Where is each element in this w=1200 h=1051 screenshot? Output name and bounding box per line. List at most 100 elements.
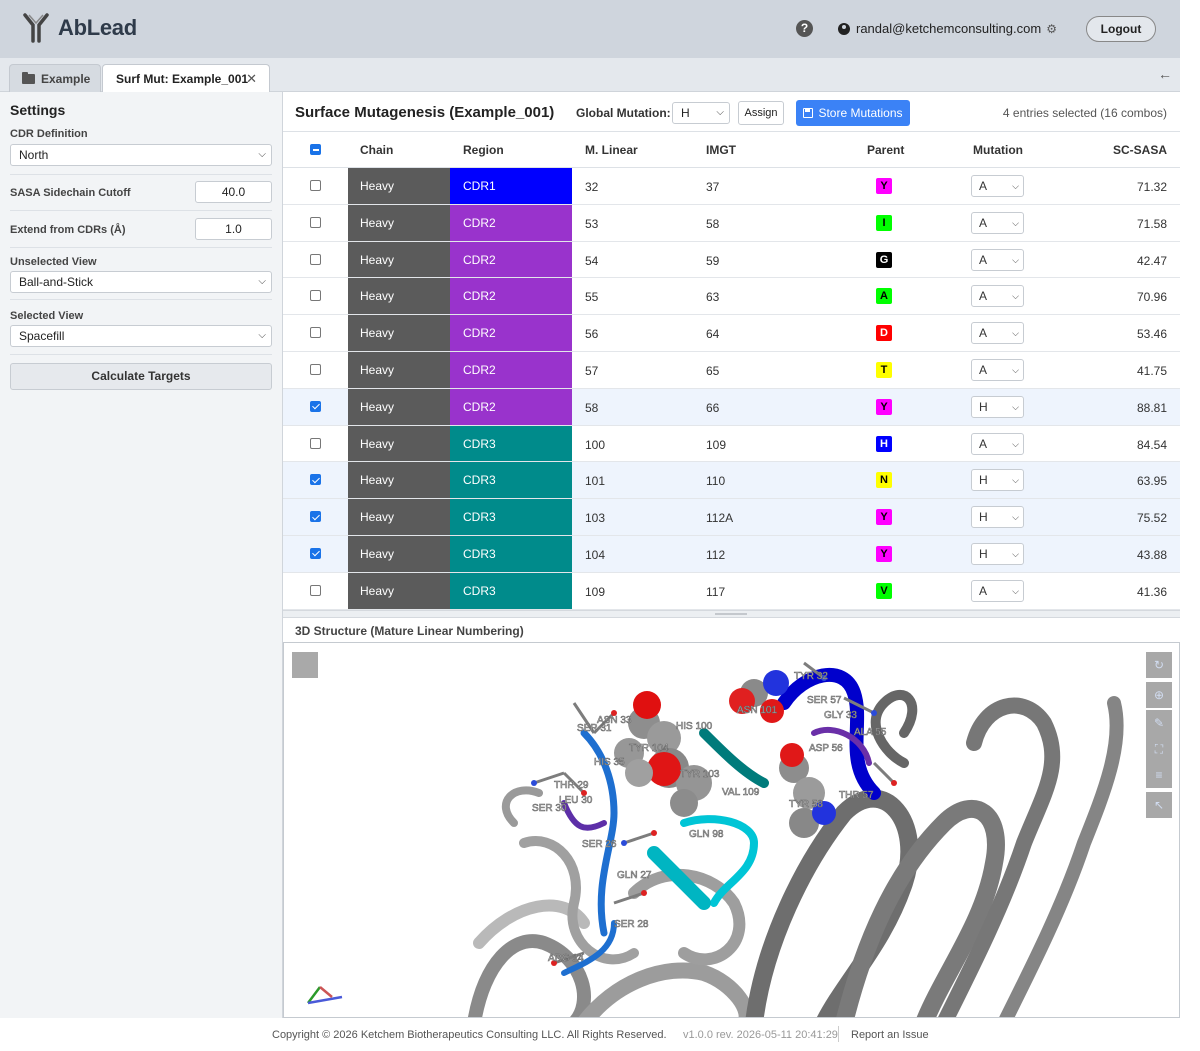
residue-label: TYR 104	[629, 743, 669, 754]
row-checkbox[interactable]	[310, 474, 321, 486]
region-cell: CDR3	[450, 572, 572, 609]
grip-handle[interactable]	[715, 613, 747, 615]
table-row[interactable]: Heavy CDR3 109 117 V A ⌵ 41.36	[283, 572, 1180, 610]
tab-example[interactable]: Example	[9, 64, 101, 92]
mutation-select[interactable]: A ⌵	[971, 175, 1024, 197]
row-checkbox[interactable]	[310, 437, 321, 449]
linear-cell: 101	[585, 474, 606, 489]
chain-cell: Heavy	[348, 278, 450, 315]
region-cell: CDR3	[450, 462, 572, 499]
store-mutations-button[interactable]: Store Mutations	[796, 100, 910, 126]
molecule-render[interactable]: SER 31 ASN 33 TYR 104 HIS 100 ASN 101 TY…	[284, 643, 1180, 1018]
table-row[interactable]: Heavy CDR3 101 110 N H ⌵ 63.95	[283, 462, 1180, 500]
mutation-select[interactable]: A ⌵	[971, 322, 1024, 345]
residue-label: THR 57	[839, 790, 874, 801]
row-checkbox[interactable]	[310, 547, 321, 559]
row-checkbox[interactable]	[310, 253, 321, 265]
table-row[interactable]: Heavy CDR2 57 65 T A ⌵ 41.75	[283, 351, 1180, 389]
header-chain[interactable]: Chain	[360, 143, 394, 157]
table-row[interactable]: Heavy CDR3 103 112A Y H ⌵ 75.52	[283, 499, 1180, 536]
mutation-select[interactable]: A ⌵	[971, 285, 1024, 308]
header-imgt[interactable]: IMGT	[706, 143, 736, 157]
divider	[10, 247, 272, 248]
row-checkbox[interactable]	[310, 327, 321, 339]
header-sasa[interactable]: SC-SASA	[1112, 143, 1167, 157]
table-row[interactable]: Heavy CDR2 53 58 I A ⌵ 71.58	[283, 204, 1180, 242]
app-logo[interactable]: AbLead	[22, 13, 137, 43]
table-row[interactable]: Heavy CDR1 32 37 Y A ⌵ 71.32	[283, 168, 1180, 205]
mutation-select[interactable]: H ⌵	[971, 506, 1024, 529]
reset-view-icon[interactable]: ↻	[1146, 652, 1172, 678]
residue-label: GLN 98	[689, 829, 724, 840]
mutation-select[interactable]: A ⌵	[971, 358, 1024, 381]
global-mutation-select[interactable]: H ⌵	[672, 102, 730, 124]
row-checkbox[interactable]	[310, 216, 321, 228]
region-cell: CDR3	[450, 425, 572, 462]
table-row[interactable]: Heavy CDR2 54 59 G A ⌵ 42.47	[283, 241, 1180, 279]
save-icon	[803, 108, 814, 118]
extend-cdrs-input[interactable]: 1.0	[195, 218, 272, 240]
zoom-icon[interactable]: ⊕	[1146, 682, 1172, 708]
structure-viewer[interactable]: SER 31 ASN 33 TYR 104 HIS 100 ASN 101 TY…	[283, 642, 1180, 1018]
toolbar: Surface Mutagenesis (Example_001) Global…	[283, 92, 1180, 132]
sasa-cutoff-label: SASA Sidechain Cutoff	[10, 187, 131, 199]
residue-label: SER 57	[807, 695, 842, 706]
row-checkbox[interactable]	[310, 400, 321, 412]
table-row[interactable]: Heavy CDR2 55 63 A A ⌵ 70.96	[283, 278, 1180, 316]
table-row[interactable]: Heavy CDR3 104 112 Y H ⌵ 43.88	[283, 535, 1180, 573]
chevron-down-icon: ⌵	[1012, 217, 1019, 228]
unselected-view-value: Ball-and-Stick	[19, 275, 94, 289]
wrench-icon[interactable]: ✎	[1146, 710, 1172, 736]
row-checkbox[interactable]	[310, 290, 321, 302]
mutation-select[interactable]: A ⌵	[971, 211, 1024, 234]
collapse-arrow-icon[interactable]: ←	[1158, 66, 1172, 82]
help-icon[interactable]: ?	[796, 20, 813, 37]
mutation-select[interactable]: A ⌵	[971, 579, 1024, 602]
parent-residue-badge: T	[876, 361, 892, 378]
table-row[interactable]: Heavy CDR2 56 64 D A ⌵ 53.46	[283, 315, 1180, 352]
parent-residue-badge: Y	[876, 509, 892, 526]
row-checkbox[interactable]	[310, 180, 321, 191]
gear-icon[interactable]: ⚙	[1046, 21, 1057, 36]
row-checkbox[interactable]	[310, 511, 321, 523]
table-row[interactable]: Heavy CDR3 100 109 H A ⌵ 84.54	[283, 425, 1180, 463]
user-menu[interactable]: randal@ketchemconsulting.com ⚙	[838, 21, 1057, 36]
residue-label: SER 28	[614, 919, 649, 930]
cursor-icon[interactable]: ↖	[1146, 792, 1172, 818]
mutation-select[interactable]: H ⌵	[971, 469, 1024, 492]
calculate-targets-button[interactable]: Calculate Targets	[10, 363, 272, 390]
residue-label: ARG 24	[548, 953, 584, 964]
chevron-down-icon: ⌵	[1012, 181, 1019, 191]
header-region[interactable]: Region	[463, 143, 504, 157]
header-mutation[interactable]: Mutation	[973, 143, 1023, 157]
selected-view-select[interactable]: Spacefill ⌵	[10, 325, 272, 347]
mutation-select[interactable]: A ⌵	[971, 248, 1024, 271]
imgt-cell: 66	[706, 400, 720, 415]
resize-splitter[interactable]	[283, 610, 1180, 618]
header-linear[interactable]: M. Linear	[585, 143, 638, 157]
header-parent[interactable]: Parent	[867, 143, 905, 157]
fullscreen-icon[interactable]: ⛶	[1146, 736, 1172, 762]
cdr-definition-select[interactable]: North ⌵	[10, 144, 272, 166]
mutation-select[interactable]: A ⌵	[971, 432, 1024, 455]
tab-surf-mut[interactable]: Surf Mut: Example_001 ✕	[102, 64, 270, 93]
unselected-view-select[interactable]: Ball-and-Stick ⌵	[10, 271, 272, 293]
residue-label: ALA 55	[854, 727, 887, 738]
row-checkbox[interactable]	[310, 584, 321, 596]
chevron-down-icon: ⌵	[1012, 585, 1019, 596]
table-row[interactable]: Heavy CDR2 58 66 Y H ⌵ 88.81	[283, 388, 1180, 426]
mutation-select[interactable]: H ⌵	[971, 395, 1024, 418]
table-body: Heavy CDR1 32 37 Y A ⌵ 71.32 Heavy CDR2 53 58 I A ⌵ 71.…	[283, 168, 1180, 610]
row-checkbox[interactable]	[310, 363, 321, 375]
select-all-checkbox[interactable]	[310, 144, 321, 155]
logout-button[interactable]: Logout	[1086, 16, 1156, 42]
region-cell: CDR1	[450, 168, 572, 204]
assign-button[interactable]: Assign	[738, 101, 784, 125]
linear-cell: 103	[585, 511, 606, 526]
sasa-cutoff-input[interactable]: 40.0	[195, 181, 272, 203]
mutation-select[interactable]: H ⌵	[971, 542, 1024, 565]
snapshot-button[interactable]	[292, 652, 318, 678]
report-issue-link[interactable]: Report an Issue	[851, 1029, 929, 1041]
close-icon[interactable]: ✕	[246, 71, 257, 86]
settings-sliders-icon[interactable]: ≡	[1146, 762, 1172, 788]
